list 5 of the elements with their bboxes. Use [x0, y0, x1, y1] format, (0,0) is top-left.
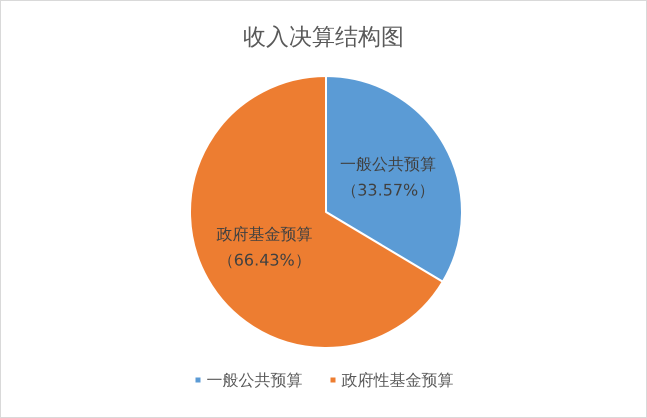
legend-label: 政府性基金预算: [342, 370, 454, 390]
data-label: 政府基金预算（66.43%）: [216, 224, 312, 270]
data-label: 一般公共预算（33.57%）: [340, 154, 436, 200]
legend-label: 一般公共预算: [206, 370, 302, 390]
chart-title: 收入决算结构图: [243, 24, 404, 50]
